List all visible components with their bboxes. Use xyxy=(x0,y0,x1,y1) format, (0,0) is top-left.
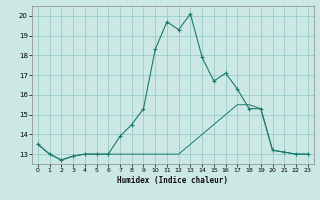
X-axis label: Humidex (Indice chaleur): Humidex (Indice chaleur) xyxy=(117,176,228,185)
